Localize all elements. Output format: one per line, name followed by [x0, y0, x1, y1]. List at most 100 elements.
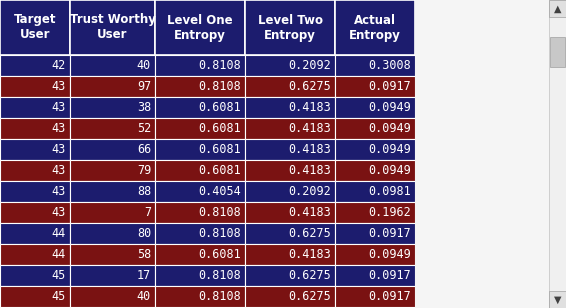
Text: 0.0949: 0.0949 — [368, 164, 411, 177]
Bar — [335, 55, 415, 76]
Text: Level Two
Entropy: Level Two Entropy — [258, 14, 323, 42]
Text: 0.4183: 0.4183 — [288, 248, 331, 261]
Bar — [245, 223, 335, 244]
Bar — [155, 139, 245, 160]
Bar — [0, 76, 70, 97]
Text: 0.4054: 0.4054 — [198, 185, 241, 198]
Bar — [245, 118, 335, 139]
Bar — [335, 181, 415, 202]
Bar — [0, 202, 70, 223]
Bar — [155, 76, 245, 97]
Bar — [155, 244, 245, 265]
Bar — [155, 223, 245, 244]
Text: 66: 66 — [137, 143, 151, 156]
Bar — [335, 265, 415, 286]
Text: 0.4183: 0.4183 — [288, 122, 331, 135]
Text: 0.8108: 0.8108 — [198, 206, 241, 219]
Text: 0.6081: 0.6081 — [198, 143, 241, 156]
Bar — [70, 202, 155, 223]
Bar — [245, 55, 335, 76]
Bar — [549, 291, 566, 308]
Bar — [335, 244, 415, 265]
Text: 0.0917: 0.0917 — [368, 227, 411, 240]
Bar — [245, 265, 335, 286]
Text: Level One
Entropy: Level One Entropy — [167, 14, 233, 42]
Text: Trust Worthy
User: Trust Worthy User — [70, 14, 156, 42]
Text: 43: 43 — [52, 101, 66, 114]
Bar — [335, 76, 415, 97]
Text: 40: 40 — [137, 290, 151, 303]
Text: 0.2092: 0.2092 — [288, 185, 331, 198]
Text: 42: 42 — [52, 59, 66, 72]
Text: 0.4183: 0.4183 — [288, 101, 331, 114]
Text: 52: 52 — [137, 122, 151, 135]
Text: 0.6081: 0.6081 — [198, 122, 241, 135]
Bar — [0, 244, 70, 265]
Text: 0.0917: 0.0917 — [368, 269, 411, 282]
Text: 43: 43 — [52, 185, 66, 198]
Bar — [155, 118, 245, 139]
Text: Target
User: Target User — [14, 14, 56, 42]
Bar — [415, 0, 566, 308]
Bar — [245, 139, 335, 160]
Bar — [155, 265, 245, 286]
Text: 43: 43 — [52, 122, 66, 135]
Text: 0.6275: 0.6275 — [288, 227, 331, 240]
Text: 0.4183: 0.4183 — [288, 206, 331, 219]
Bar — [70, 265, 155, 286]
Bar — [70, 0, 155, 55]
Bar — [70, 244, 155, 265]
Text: 0.6275: 0.6275 — [288, 80, 331, 93]
Text: 0.6081: 0.6081 — [198, 248, 241, 261]
Bar — [70, 223, 155, 244]
Text: 43: 43 — [52, 80, 66, 93]
Text: 0.4183: 0.4183 — [288, 143, 331, 156]
Text: 0.0949: 0.0949 — [368, 101, 411, 114]
Bar — [70, 55, 155, 76]
Text: 0.8108: 0.8108 — [198, 269, 241, 282]
Bar — [245, 244, 335, 265]
Text: 0.3008: 0.3008 — [368, 59, 411, 72]
Bar — [335, 160, 415, 181]
Bar — [0, 0, 70, 55]
Bar — [335, 223, 415, 244]
Bar — [0, 139, 70, 160]
Text: 43: 43 — [52, 143, 66, 156]
Bar — [335, 0, 415, 55]
Bar — [0, 286, 70, 307]
Text: 44: 44 — [52, 227, 66, 240]
Text: 0.0949: 0.0949 — [368, 122, 411, 135]
Bar — [335, 97, 415, 118]
Text: 45: 45 — [52, 269, 66, 282]
Text: 0.0981: 0.0981 — [368, 185, 411, 198]
Bar — [335, 202, 415, 223]
Bar — [155, 97, 245, 118]
Bar — [335, 139, 415, 160]
Bar — [245, 97, 335, 118]
Text: 40: 40 — [137, 59, 151, 72]
Bar — [70, 97, 155, 118]
Text: 0.8108: 0.8108 — [198, 80, 241, 93]
Text: 0.6081: 0.6081 — [198, 164, 241, 177]
Text: 44: 44 — [52, 248, 66, 261]
Text: 0.4183: 0.4183 — [288, 164, 331, 177]
Bar — [155, 181, 245, 202]
Text: 17: 17 — [137, 269, 151, 282]
Bar — [70, 160, 155, 181]
Bar — [245, 76, 335, 97]
Text: Actual
Entropy: Actual Entropy — [349, 14, 401, 42]
Text: 97: 97 — [137, 80, 151, 93]
Text: 0.0949: 0.0949 — [368, 143, 411, 156]
Bar — [0, 55, 70, 76]
Bar — [245, 160, 335, 181]
Bar — [155, 160, 245, 181]
Text: 0.6275: 0.6275 — [288, 269, 331, 282]
Bar — [549, 0, 566, 17]
Text: 0.0917: 0.0917 — [368, 290, 411, 303]
Bar — [70, 286, 155, 307]
Text: 43: 43 — [52, 206, 66, 219]
Text: 0.0949: 0.0949 — [368, 248, 411, 261]
Bar — [0, 97, 70, 118]
Text: 7: 7 — [144, 206, 151, 219]
Bar — [335, 118, 415, 139]
